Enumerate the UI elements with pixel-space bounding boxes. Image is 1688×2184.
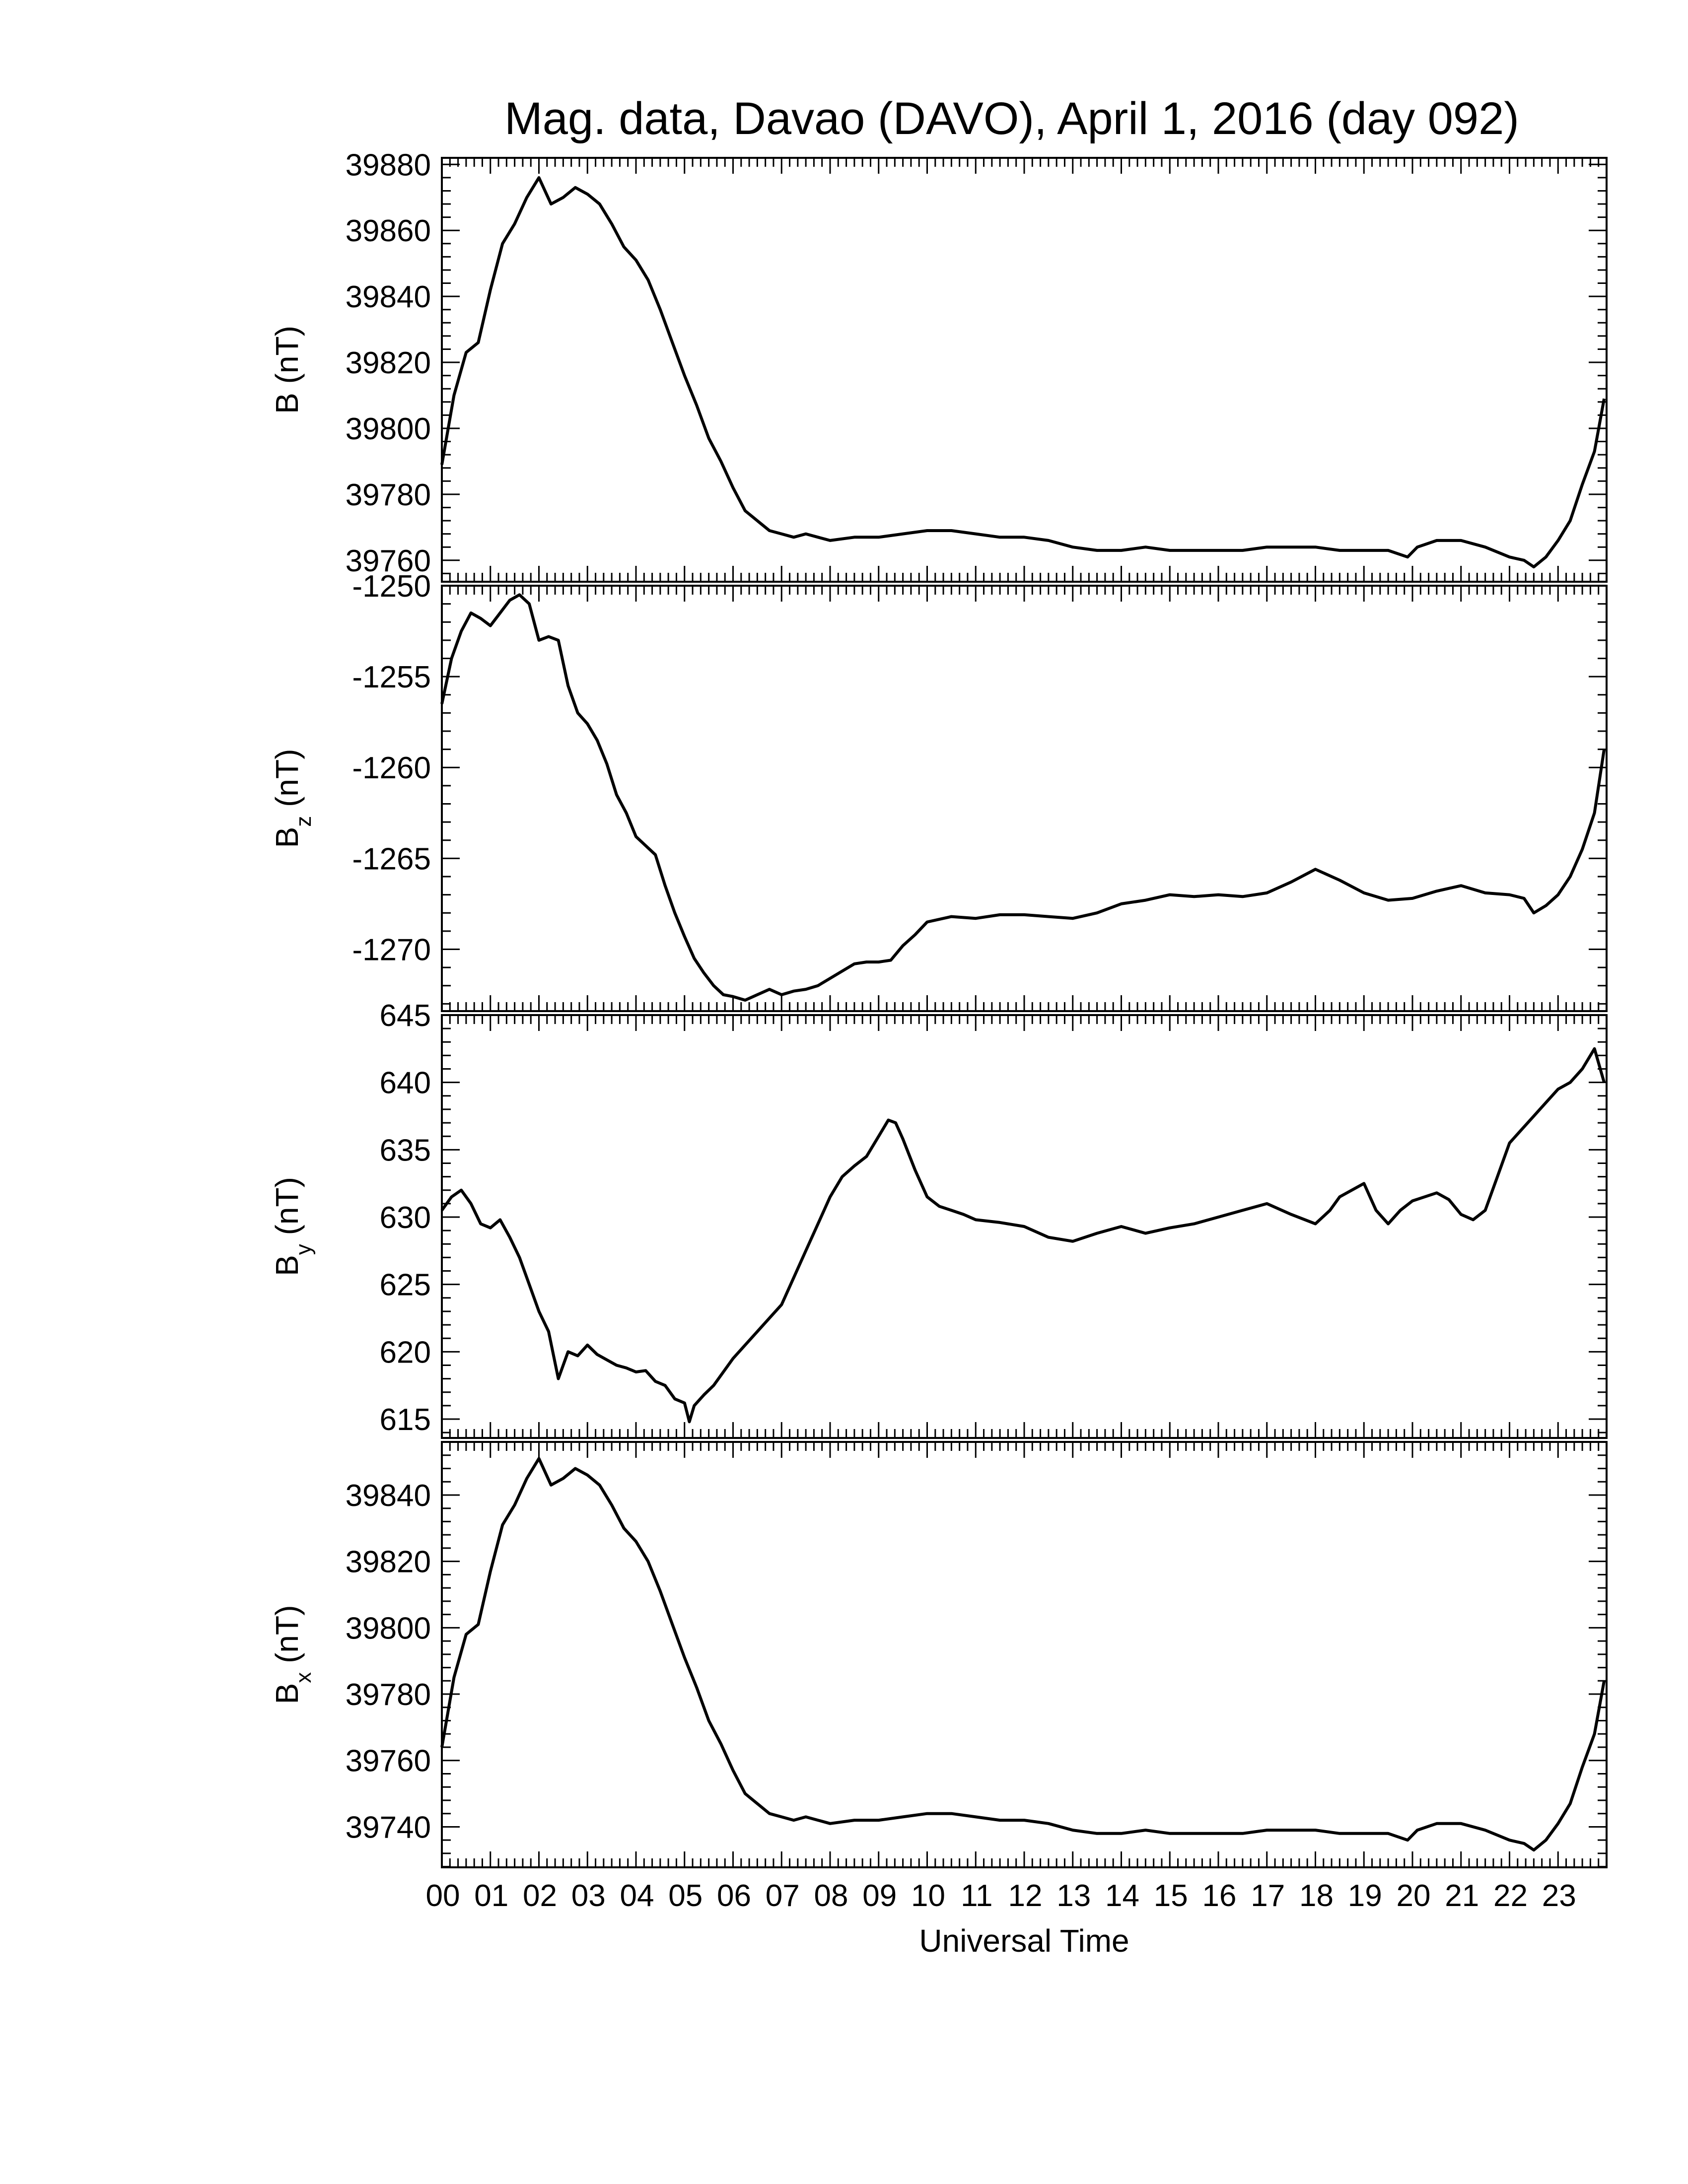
y-tick-label: 39740 [346, 1810, 431, 1844]
y-axis-label: Bx (nT) [269, 1605, 316, 1705]
series-line-B [440, 176, 1606, 569]
y-tick-label: 620 [380, 1335, 431, 1369]
x-tick-label: 23 [1542, 1879, 1576, 1913]
x-axis-label: Universal Time [919, 1923, 1129, 1959]
panel-Bx: 39740 39760 39780 39800 39820 39840 Bx (nT) [269, 1441, 1608, 1868]
x-tick-label: 14 [1105, 1879, 1139, 1913]
y-tick-label: 645 [380, 999, 431, 1033]
y-axis-label-main: B [269, 393, 305, 414]
series-line-Bz [440, 593, 1606, 1002]
y-tick-label: 39780 [346, 478, 431, 512]
y-axis-label-main: B [269, 1683, 305, 1705]
chart-panels: 39760 39780 39800 39820 39840 39860 39880 B (nT… [269, 148, 1608, 1868]
y-tick-label: 39760 [346, 544, 431, 578]
chart-title: Mag. data, Davao (DAVO), April 1, 2016 (… [504, 93, 1519, 144]
y-tick-label: 615 [380, 1403, 431, 1437]
x-tick-label: 03 [571, 1879, 606, 1913]
y-tick-label: 39860 [346, 214, 431, 248]
y-axis-label-unit: (nT) [269, 1605, 305, 1672]
y-tick-label: 625 [380, 1268, 431, 1302]
x-tick-label: 18 [1299, 1879, 1334, 1913]
y-axis-label-unit: (nT) [269, 1177, 305, 1244]
y-axis-label-unit: (nT) [269, 326, 305, 393]
x-tick-labels: 00 01 02 03 04 05 06 07 08 09 10 11 12 13 14 15 16 17 18 19… [426, 1879, 1576, 1913]
x-tick-label: 10 [911, 1879, 945, 1913]
y-tick-label: 39800 [346, 1611, 431, 1645]
x-tick-label: 15 [1154, 1879, 1188, 1913]
x-tick-label: 05 [668, 1879, 703, 1913]
x-tick-label: 02 [523, 1879, 557, 1913]
x-tick-label: 22 [1493, 1879, 1528, 1913]
y-axis-label-unit: (nT) [269, 749, 305, 816]
y-axis-label-main: B [269, 1255, 305, 1276]
x-tick-label: 17 [1251, 1879, 1285, 1913]
panel-B: 39760 39780 39800 39820 39840 39860 39880 B (nT… [269, 148, 1608, 583]
y-tick-label: -1255 [352, 660, 431, 694]
y-tick-label: 39840 [346, 1479, 431, 1513]
x-tick-label: 12 [1008, 1879, 1043, 1913]
panel-Bz: -1270 -1265 -1260 -1255 -1250 Bz (nT) [269, 569, 1608, 1012]
x-tick-label: 06 [717, 1879, 751, 1913]
series-line-By [440, 1047, 1606, 1424]
x-tick-label: 19 [1348, 1879, 1382, 1913]
x-tick-label: 16 [1202, 1879, 1237, 1913]
y-tick-label: -1270 [352, 933, 431, 967]
y-axis-label-main: B [269, 827, 305, 848]
y-tick-label: 39820 [346, 346, 431, 380]
y-axis-label: B (nT) [269, 326, 305, 414]
y-tick-label: 640 [380, 1066, 431, 1100]
y-tick-label: -1250 [352, 569, 431, 604]
y-tick-label: 39760 [346, 1744, 431, 1778]
y-axis-label: Bz (nT) [269, 749, 316, 848]
y-tick-label: 630 [380, 1201, 431, 1235]
x-tick-label: 20 [1397, 1879, 1431, 1913]
series-line-Bx [440, 1457, 1606, 1852]
y-tick-label: 39820 [346, 1545, 431, 1579]
y-axis-label-subscript: z [291, 816, 316, 827]
y-tick-label: 39840 [346, 280, 431, 314]
y-tick-label: 39880 [346, 148, 431, 182]
y-tick-label: -1265 [352, 842, 431, 876]
y-tick-label: 39780 [346, 1678, 431, 1712]
x-tick-label: 07 [766, 1879, 800, 1913]
y-axis-label-subscript: x [291, 1672, 316, 1683]
y-axis-label: By (nT) [269, 1177, 316, 1276]
x-tick-label: 01 [474, 1879, 508, 1913]
x-tick-label: 04 [620, 1879, 654, 1913]
y-axis-label-subscript: y [291, 1244, 316, 1255]
x-tick-label: 21 [1445, 1879, 1479, 1913]
x-tick-label: 11 [961, 1879, 992, 1913]
y-tick-label: 39800 [346, 412, 431, 446]
x-tick-label: 08 [814, 1879, 848, 1913]
panel-By: 615 620 625 630 635 640 645 By (nT) [269, 999, 1608, 1439]
x-tick-label: 13 [1056, 1879, 1091, 1913]
x-tick-label: 09 [862, 1879, 897, 1913]
x-tick-label: 00 [426, 1879, 460, 1913]
y-tick-label: 635 [380, 1133, 431, 1167]
y-tick-label: -1260 [352, 751, 431, 785]
